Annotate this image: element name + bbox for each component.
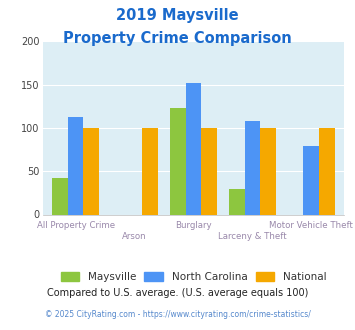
Text: Motor Vehicle Theft: Motor Vehicle Theft (269, 221, 353, 230)
Text: Burglary: Burglary (175, 221, 212, 230)
Text: Larceny & Theft: Larceny & Theft (218, 232, 287, 241)
Bar (186, 83, 201, 214)
Bar (245, 121, 260, 214)
Bar (83, 128, 99, 214)
Text: 2019 Maysville: 2019 Maysville (116, 8, 239, 23)
Bar (68, 117, 83, 214)
Bar (319, 128, 335, 214)
Bar (52, 178, 68, 214)
Legend: Maysville, North Carolina, National: Maysville, North Carolina, National (58, 269, 329, 285)
Bar (201, 128, 217, 214)
Bar (170, 108, 186, 214)
Text: Property Crime Comparison: Property Crime Comparison (63, 31, 292, 46)
Bar (229, 189, 245, 214)
Text: Compared to U.S. average. (U.S. average equals 100): Compared to U.S. average. (U.S. average … (47, 288, 308, 298)
Bar (142, 128, 158, 214)
Bar (260, 128, 276, 214)
Text: Arson: Arson (122, 232, 147, 241)
Text: © 2025 CityRating.com - https://www.cityrating.com/crime-statistics/: © 2025 CityRating.com - https://www.city… (45, 310, 310, 319)
Text: All Property Crime: All Property Crime (37, 221, 115, 230)
Bar (304, 146, 319, 214)
